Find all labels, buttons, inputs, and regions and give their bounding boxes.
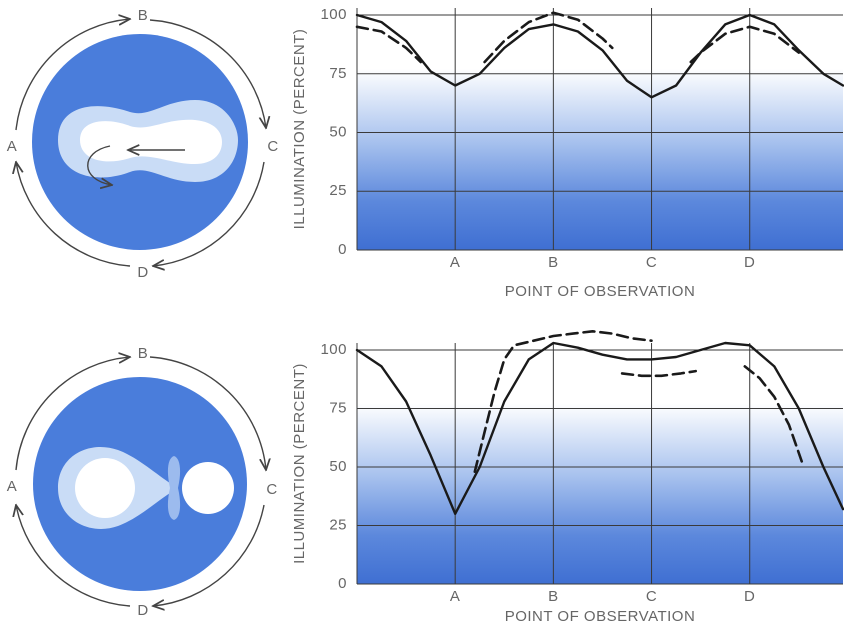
orbit-arrow [16,505,131,607]
y-tick-label: 25 [329,516,347,533]
orbit-label: C [266,481,277,498]
lobe [167,456,181,520]
dashed-line [473,330,653,473]
x-tick-label: C [646,254,657,271]
dashed-line [355,25,423,64]
y-tick-label: 0 [338,575,347,592]
orbit-label: C [267,138,278,155]
x-axis-title: POINT OF OBSERVATION [505,608,696,625]
orbit-label: D [137,602,148,619]
y-tick-label: 75 [329,399,347,416]
solid-line [355,341,844,515]
dashed-line [620,369,697,378]
x-tick-label: A [450,254,461,271]
orbit-label: B [138,345,149,362]
diagram-bottom: A B C D [7,345,277,619]
x-tick-label: D [744,588,755,605]
orbit-arrow [15,357,130,471]
orbit-arrow [153,504,265,606]
orbit-arrow [16,162,131,267]
x-tick-label: B [548,588,559,605]
inner-star [75,458,135,518]
x-axis-title: POINT OF OBSERVATION [505,283,696,300]
dashed-line [689,25,801,64]
x-tick-label: C [646,588,657,605]
y-tick-label: 25 [329,182,347,199]
dashed-line [483,11,614,64]
y-tick-label: 0 [338,241,347,258]
orbit-label: A [7,138,18,155]
orbit-arrow [149,19,266,128]
y-tick-label: 75 [329,65,347,82]
chart: 0 25 50 75 100 A B C D POINT OF OBSERVATION ILLUMI… [291,330,844,625]
solid-line [355,13,844,99]
flow-arrow [87,145,112,185]
inner-star [80,119,222,164]
plot-background [357,343,843,584]
y-tick-label: 100 [320,6,347,23]
plot-background [357,8,843,250]
y-tick-label: 50 [329,458,347,475]
y-axis-title: ILLUMINATION (PERCENT) [291,29,308,230]
chart: 0 25 50 75 100 A B C D POINT OF OBSERVATION ILLUMI… [291,6,844,300]
x-tick-label: B [548,254,559,271]
orbit-label: A [7,478,18,495]
diagram-top: A B C D [7,7,278,281]
orbit-label: D [137,264,148,281]
orbit-label: B [138,7,149,24]
dashed-line [743,365,805,469]
x-tick-label: D [744,254,755,271]
y-tick-label: 50 [329,123,347,140]
y-tick-label: 100 [320,341,347,358]
x-tick-label: A [450,588,461,605]
orbit-arrow [15,19,130,131]
y-axis-title: ILLUMINATION (PERCENT) [291,363,308,564]
orbit-arrow [149,356,266,470]
orbit-arrow [153,161,265,266]
companion-star [182,462,234,514]
